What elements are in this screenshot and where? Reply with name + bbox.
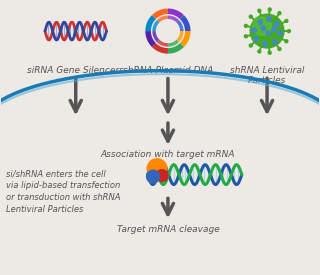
Circle shape — [263, 42, 267, 46]
Circle shape — [156, 170, 168, 182]
Circle shape — [244, 24, 247, 27]
Circle shape — [253, 17, 271, 35]
Circle shape — [147, 159, 167, 178]
Circle shape — [285, 40, 288, 43]
Circle shape — [254, 37, 258, 41]
Text: si/shRNA enters the cell
via lipid-based transfection
or transduction with shRNA: si/shRNA enters the cell via lipid-based… — [6, 170, 121, 214]
Circle shape — [258, 9, 261, 12]
Circle shape — [273, 40, 277, 44]
Circle shape — [278, 12, 281, 15]
Circle shape — [147, 170, 159, 183]
Circle shape — [252, 28, 256, 32]
Circle shape — [258, 20, 262, 24]
Circle shape — [268, 51, 271, 54]
Circle shape — [278, 31, 282, 35]
Circle shape — [261, 26, 265, 30]
Circle shape — [278, 48, 281, 51]
Circle shape — [249, 15, 252, 18]
Circle shape — [249, 44, 252, 47]
Text: Association with target mRNA: Association with target mRNA — [101, 150, 235, 159]
Text: siRNA Gene Silencers: siRNA Gene Silencers — [27, 66, 124, 75]
Text: Target mRNA cleavage: Target mRNA cleavage — [116, 225, 219, 234]
Circle shape — [244, 35, 247, 38]
Circle shape — [275, 22, 279, 26]
Circle shape — [258, 50, 261, 53]
Text: shRNA Plasmid DNA: shRNA Plasmid DNA — [123, 66, 213, 75]
Circle shape — [272, 27, 276, 31]
Circle shape — [287, 30, 290, 32]
Text: shRNA Lentiviral
Particles: shRNA Lentiviral Particles — [230, 66, 304, 85]
Circle shape — [285, 20, 288, 23]
Circle shape — [267, 17, 271, 21]
Circle shape — [250, 14, 284, 48]
Circle shape — [268, 8, 271, 11]
Circle shape — [266, 31, 270, 35]
